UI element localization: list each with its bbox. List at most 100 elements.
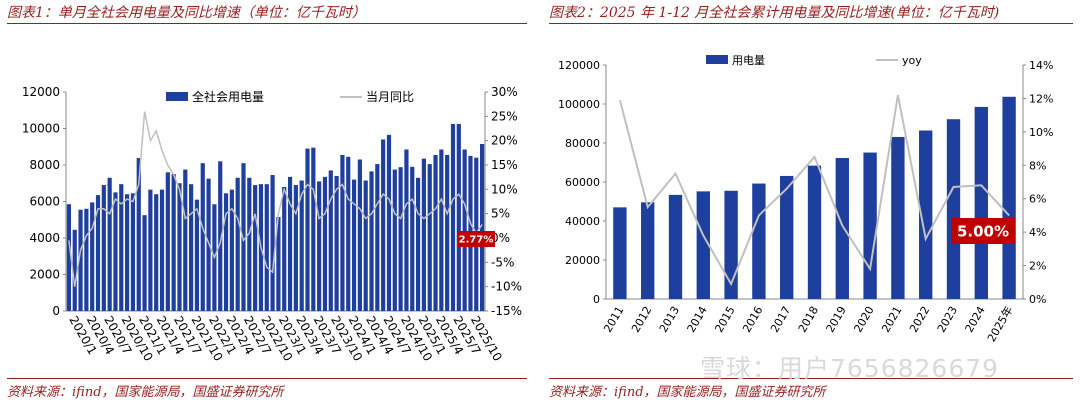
left-chart-bar <box>287 176 293 311</box>
left-chart-bar <box>456 123 461 311</box>
left-chart-callout-label: 2.77% <box>459 235 494 246</box>
right-chart-bar <box>863 152 877 299</box>
left-chart-bar <box>363 180 368 311</box>
left-chart-bar <box>410 166 415 311</box>
left-source-note: 资料来源：ifind，国家能源局，国盛证券研究所 <box>7 385 284 400</box>
right-chart-y-tick-label: 20000 <box>565 254 600 267</box>
left-chart-bar <box>90 202 95 311</box>
left-chart-bar <box>66 204 72 311</box>
left-chart-bar <box>462 149 467 311</box>
right-chart-bar <box>1002 96 1016 299</box>
right-chart-y2-tick-label: 8% <box>1029 159 1046 172</box>
right-chart-x-tick-label: 2023 <box>935 304 960 335</box>
left-chart-bar <box>107 177 112 311</box>
right-chart-bar <box>807 165 822 299</box>
right-chart-x-tick-label: 2011 <box>601 304 626 335</box>
right-chart-x-tick-label: 2013 <box>657 304 682 335</box>
left-chart-bar <box>439 149 444 311</box>
right-chart-bar <box>752 183 766 299</box>
left-chart-y2-tick-label: 25% <box>491 109 518 123</box>
left-chart-callout-box <box>457 231 495 247</box>
left-chart-bar <box>223 193 229 311</box>
left-chart-bar <box>159 189 165 311</box>
left-source-rule <box>7 378 527 379</box>
left-chart-bar <box>235 177 240 311</box>
left-chart-y-tick-label: 8000 <box>29 158 60 172</box>
right-chart-bar <box>835 158 849 299</box>
left-chart-legend-bar-label: 全社会用电量 <box>192 89 264 104</box>
right-chart-y2-tick-label: 12% <box>1029 92 1053 105</box>
right-chart-bar <box>946 119 961 300</box>
right-chart-callout-label: 5.00% <box>957 222 1009 240</box>
left-chart-y2-tick-label: -10% <box>491 280 522 294</box>
left-chart-bar <box>84 208 89 311</box>
left-chart-legend-bar-swatch <box>166 92 188 101</box>
right-chart-x-tick-label: 2021 <box>879 304 904 335</box>
left-chart-bar <box>357 159 362 311</box>
right-caption-rule <box>549 23 1073 24</box>
left-chart-bar <box>229 189 234 311</box>
right-chart-x-tick-label: 2015 <box>712 304 737 335</box>
left-chart-y2-tick-label: 20% <box>491 134 518 148</box>
left-chart-y2-tick-label: -5% <box>491 255 514 269</box>
left-chart-bar <box>171 174 176 311</box>
right-chart-x-tick-label: 2016 <box>740 304 765 335</box>
left-chart-bar <box>264 184 269 311</box>
left-chart-bar <box>241 163 246 311</box>
left-chart-bar <box>445 154 450 311</box>
right-chart-caption: 图表2：2025 年 1-12 月全社会累计用电量及同比增速(单位：亿千瓦时) <box>549 5 1000 21</box>
left-chart-bar <box>479 144 485 311</box>
left-chart-bar <box>247 177 252 311</box>
left-chart-bar <box>311 147 316 311</box>
left-chart-caption: 图表1：单月全社会用电量及同比增速（单位：亿千瓦时） <box>7 5 366 21</box>
left-chart-y-tick-label: 6000 <box>29 195 60 209</box>
left-chart-y-tick-label: 2000 <box>29 268 60 282</box>
left-chart-y2-tick-label: 0% <box>491 231 510 245</box>
right-chart-x-tick-label: 2018 <box>796 304 821 335</box>
left-chart-bar <box>427 164 432 311</box>
right-chart-bar <box>613 207 627 299</box>
right-chart-x-tick-label: 2019 <box>824 304 849 335</box>
right-chart-bar <box>919 130 933 299</box>
left-chart-bar <box>113 192 118 311</box>
left-chart-bar <box>130 193 136 311</box>
left-chart-bar <box>119 184 124 311</box>
left-caption-rule <box>7 23 527 24</box>
left-chart-bar <box>72 229 77 311</box>
left-chart-bar <box>340 154 345 311</box>
right-chart-bar <box>668 194 683 299</box>
left-chart-bar <box>142 215 147 311</box>
left-chart-y-tick-label: 0 <box>52 304 60 318</box>
left-chart-y2-tick-label: -15% <box>491 304 522 318</box>
right-chart-x-tick-label: 2022 <box>907 304 932 335</box>
right-chart-y-tick-label: 80000 <box>565 137 600 150</box>
left-chart-bar <box>194 199 200 311</box>
right-chart-legend-bar-label: 用电量 <box>732 54 765 67</box>
right-chart-bar <box>641 202 655 299</box>
right-chart-bar <box>696 191 710 299</box>
left-chart-bar <box>218 161 223 311</box>
left-chart-bar <box>322 176 328 311</box>
left-chart-bar <box>293 185 298 311</box>
left-chart-bar <box>276 217 281 311</box>
right-chart-x-tick-label: 2017 <box>768 304 793 335</box>
left-chart-bar <box>154 194 159 311</box>
left-chart-bar <box>433 154 438 311</box>
left-chart-bar <box>305 148 310 311</box>
right-chart-x-tick-label: 2025年 <box>984 304 1016 345</box>
left-chart-bar <box>346 156 351 311</box>
right-chart-y2-tick-label: 14% <box>1029 59 1053 72</box>
left-chart-bar <box>392 169 397 311</box>
left-chart-bar <box>270 175 275 311</box>
right-chart-y2-tick-label: 2% <box>1029 260 1046 273</box>
left-chart-y-tick-label: 4000 <box>29 231 60 245</box>
left-chart-y2-tick-label: 10% <box>491 182 518 196</box>
left-chart-bar <box>369 171 374 311</box>
left-chart-bar <box>404 149 409 311</box>
right-chart-x-tick-label: 2012 <box>629 304 654 335</box>
left-chart-y2-tick-label: 5% <box>491 207 510 221</box>
right-chart-bar <box>891 136 905 299</box>
left-chart-y-tick-label: 10000 <box>22 122 60 136</box>
right-chart-y2-tick-label: 10% <box>1029 126 1053 139</box>
right-chart-y2-tick-label: 6% <box>1029 193 1046 206</box>
